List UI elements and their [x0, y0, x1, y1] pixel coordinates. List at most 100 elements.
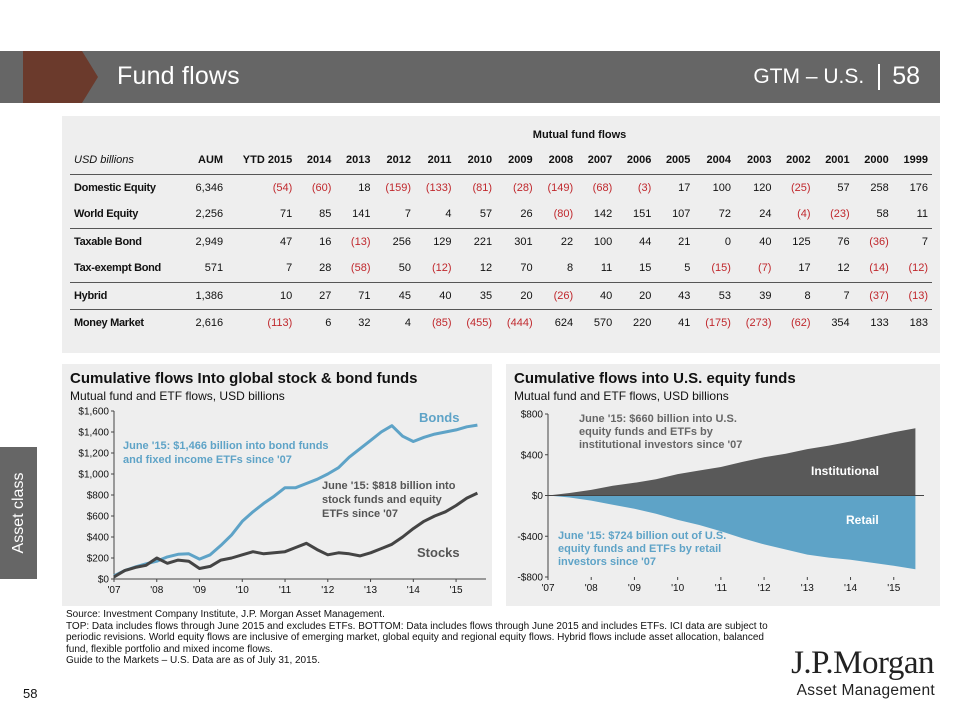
table-cell: (3) [637, 181, 652, 194]
annotation-retail: investors since '07 [558, 556, 656, 568]
table-cell: (28) [513, 181, 533, 194]
annotation-institutional: equity funds and ETFs by [579, 426, 714, 438]
table-cell: (36) [869, 235, 889, 248]
column-header: 2012 [374, 146, 416, 175]
table-cell: 27 [296, 282, 336, 310]
series-label-bonds: Bonds [419, 410, 459, 425]
table-cell: (113) [267, 316, 293, 329]
table-cell: (149) [547, 181, 574, 194]
table-cell: 624 [554, 316, 574, 329]
chart-subtitle: Mutual fund and ETF flows, USD billions [70, 389, 285, 403]
x-tick-label: '10 [236, 585, 249, 596]
table-cell: 22 [560, 235, 574, 248]
y-tick-label: $400 [87, 533, 110, 544]
row-label: Money Market [74, 316, 144, 329]
table-cell: 20 [496, 282, 537, 310]
table-cell: (13) [350, 235, 371, 248]
table-cell: 2,616 [195, 316, 224, 329]
table-cell: (14) [853, 255, 893, 283]
annotation-institutional: institutional investors since '07 [579, 439, 742, 451]
row-label: Domestic Equity [74, 181, 156, 194]
table-cell: 17 [678, 181, 691, 194]
table-cell: 0 [724, 235, 731, 248]
table-row: Taxable Bond 2,949 47 16 (13) 256 129 221 301 22 1… [70, 228, 932, 255]
mutual-fund-flows-table: Mutual fund flows USD billions AUM YTD 20… [70, 124, 932, 336]
table-cell: 45 [374, 282, 416, 310]
table-cell: 256 [392, 235, 412, 248]
jpmorgan-logo: J.P.Morgan [791, 645, 934, 681]
x-tick-label: '09 [193, 585, 206, 596]
table-cell: 354 [831, 316, 850, 329]
column-header: 2013 [335, 146, 375, 175]
table-cell: 12 [455, 255, 497, 283]
table-cell: 26 [496, 201, 537, 229]
table-cell: 44 [639, 235, 652, 248]
column-header: 2014 [296, 146, 336, 175]
series-line-stocks [113, 491, 479, 579]
table-cell: 58 [853, 201, 893, 229]
column-header: 2001 [814, 146, 854, 175]
table-cell: 70 [496, 255, 537, 283]
table-cell: (60) [311, 181, 332, 194]
table-cell: 71 [227, 201, 297, 229]
column-header: 2003 [734, 146, 776, 175]
x-tick-label: '07 [107, 585, 120, 596]
table-cell: (12) [415, 255, 456, 283]
table-cell: 40 [759, 235, 772, 248]
annotation-stocks: June '15: $818 billion into [322, 480, 456, 492]
table-row: Tax-exempt Bond 571 7 28 (58) 50 (12) 12 70 8 11 15… [70, 255, 932, 283]
table-cell: 50 [374, 255, 416, 283]
unit-label: USD billions [70, 146, 185, 175]
table-cell: 1,386 [184, 282, 228, 310]
chart-subtitle: Mutual fund and ETF flows, USD billions [514, 389, 729, 403]
column-header: 2002 [775, 146, 815, 175]
table-row: Hybrid 1,386 10 27 71 45 40 35 20 (26) 40 20 43 53 39 8… [70, 282, 932, 310]
table-cell: 76 [837, 235, 850, 248]
table-cell: 151 [616, 201, 656, 229]
us-equity-flows-chart: -$800 -$400 $0 $400 $800 '07 '08 '09 '10 '11 '12 '1… [517, 410, 924, 594]
x-tick-label: '09 [628, 583, 641, 594]
y-tick-label: -$800 [517, 573, 543, 584]
y-tick-label: -$400 [517, 532, 543, 543]
footnote-details: TOP: Data includes flows through June 20… [66, 620, 768, 655]
table-header-row: USD billions AUM YTD 2015 2014 2013 2012 2011… [70, 146, 932, 175]
table-cell: 43 [655, 282, 695, 310]
row-label: Taxable Bond [74, 235, 142, 248]
table-cell: 176 [909, 181, 928, 194]
table-cell: (37) [853, 282, 893, 310]
header-chevron-icon [23, 51, 98, 103]
table-cell: (68) [592, 181, 613, 194]
table-cell: 57 [837, 181, 850, 194]
y-tick-label: $200 [87, 554, 110, 565]
table-cell: 71 [335, 282, 375, 310]
annotation-retail: June '15: $724 billion out of U.S. [558, 530, 726, 542]
table-cell: 12 [814, 255, 854, 283]
page-title: Fund flows [117, 62, 240, 90]
x-tick-label: '11 [279, 585, 292, 596]
table-cell: 85 [296, 201, 336, 229]
table-cell: 32 [358, 316, 371, 329]
table-cell: (80) [536, 201, 578, 229]
y-tick-label: $0 [98, 575, 110, 586]
column-header: 2008 [536, 146, 578, 175]
table-cell: 21 [678, 235, 691, 248]
table-cell: 11 [892, 201, 932, 229]
table-cell: 133 [870, 316, 889, 329]
table-cell: (175) [705, 316, 731, 329]
table-cell: 39 [734, 282, 776, 310]
table-cell: 17 [775, 255, 815, 283]
x-tick-label: '08 [585, 583, 598, 594]
table-cell: 221 [473, 235, 493, 248]
table-cell: 570 [593, 316, 613, 329]
table-cell: 7 [921, 235, 928, 248]
x-tick-label: '15 [887, 583, 900, 594]
y-tick-label: $600 [87, 512, 110, 523]
series-area-institutional [548, 428, 916, 496]
x-tick-label: '08 [150, 585, 163, 596]
chart-title: Cumulative flows Into global stock & bon… [70, 370, 418, 387]
table-cell: 5 [655, 255, 695, 283]
table-cell: (26) [536, 282, 578, 310]
column-header: 2009 [496, 146, 537, 175]
table-cell: 258 [870, 181, 889, 194]
header-divider [878, 63, 881, 90]
